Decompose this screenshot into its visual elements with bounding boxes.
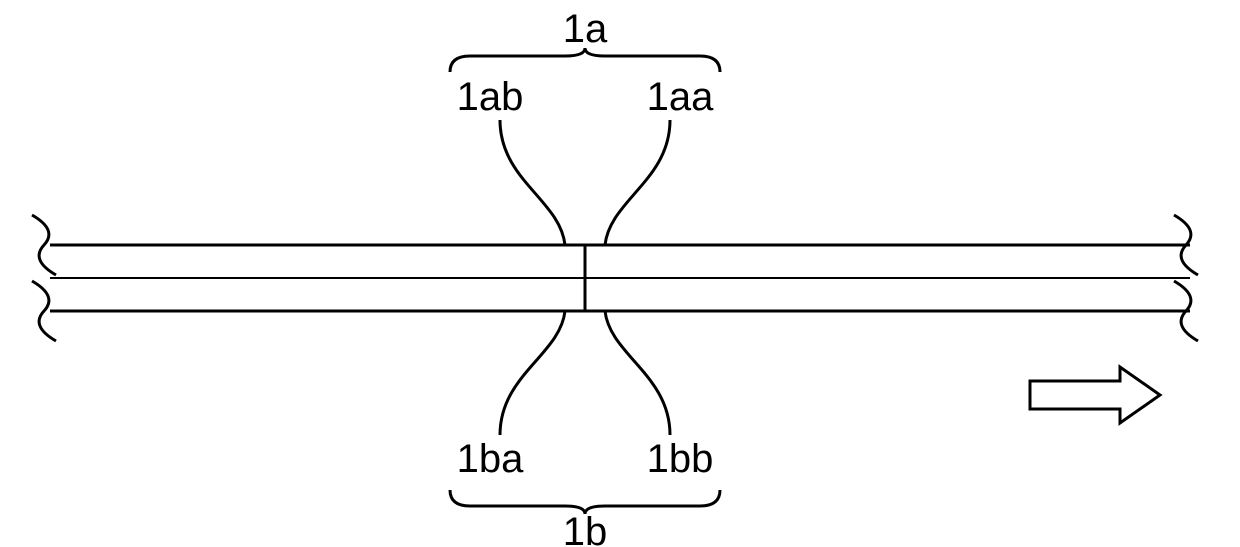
bar-strip	[50, 245, 1190, 311]
leader-top-left	[500, 120, 565, 245]
direction-arrow	[1030, 367, 1160, 423]
top-group-brace	[450, 48, 720, 72]
label-top-right: 1aa	[647, 75, 714, 119]
leader-bot-right	[605, 311, 670, 435]
diagram-svg: 1a 1ab 1aa 1ba 1bb 1b	[0, 0, 1240, 547]
leader-bot-left	[500, 311, 565, 435]
label-bot-group: 1b	[563, 510, 608, 547]
label-bot-left: 1ba	[457, 437, 524, 481]
label-bot-right: 1bb	[647, 437, 714, 481]
leader-top-right	[605, 120, 670, 245]
label-top-left: 1ab	[457, 75, 524, 119]
label-top-group: 1a	[563, 7, 608, 51]
